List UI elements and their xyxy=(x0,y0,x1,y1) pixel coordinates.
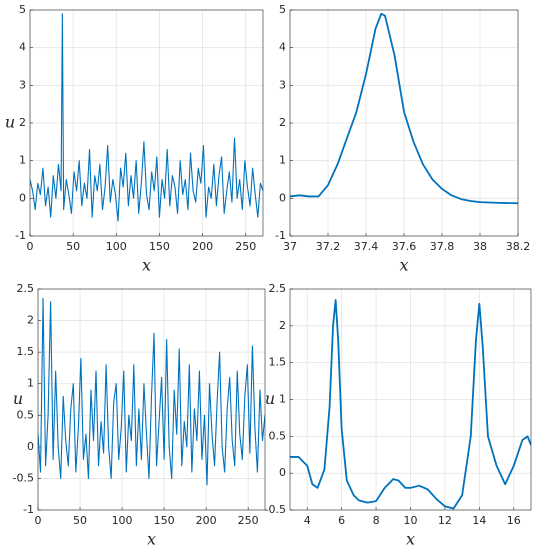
y-tick-label: 2 xyxy=(19,116,26,129)
y-axis-label: u xyxy=(265,389,275,408)
y-tick-label: 0 xyxy=(279,191,286,204)
y-tick-label: 2.5 xyxy=(269,282,287,295)
y-tick-label: 0 xyxy=(19,191,26,204)
y-tick-label: 1.5 xyxy=(17,345,35,358)
x-tick-label: 0 xyxy=(27,240,34,253)
x-tick-label: 38.2 xyxy=(506,240,531,253)
x-axis-label: x xyxy=(406,530,415,549)
x-tick-label: 200 xyxy=(196,514,217,527)
x-tick-label: 38 xyxy=(473,240,487,253)
axes-box xyxy=(289,288,532,511)
data-line xyxy=(290,12,518,205)
y-tick-label: 3 xyxy=(279,78,286,91)
x-tick-label: 150 xyxy=(154,514,175,527)
x-tick-label: 8 xyxy=(373,514,380,527)
x-tick-label: 250 xyxy=(238,514,259,527)
x-axis-label: x xyxy=(142,256,151,275)
y-tick-label: 0 xyxy=(27,440,34,453)
data-line xyxy=(30,13,263,222)
y-tick-label: 1.5 xyxy=(269,356,287,369)
y-tick-label: 2 xyxy=(279,116,286,129)
x-tick-label: 250 xyxy=(235,240,256,253)
y-tick-label: -1 xyxy=(275,229,286,242)
x-tick-label: 12 xyxy=(438,514,452,527)
y-axis-label: u xyxy=(13,389,23,408)
x-tick-label: 37.6 xyxy=(392,240,417,253)
x-tick-label: 10 xyxy=(404,514,418,527)
y-tick-label: 5 xyxy=(19,3,26,16)
axes-box xyxy=(289,9,519,237)
y-tick-label: 1 xyxy=(27,377,34,390)
y-tick-label: 2 xyxy=(27,314,34,327)
y-tick-label: 4 xyxy=(19,41,26,54)
axes-box xyxy=(29,9,264,237)
y-tick-label: 4 xyxy=(279,41,286,54)
y-tick-label: 0 xyxy=(279,466,286,479)
x-tick-label: 37.8 xyxy=(430,240,455,253)
x-tick-label: 0 xyxy=(35,514,42,527)
y-tick-label: 2.5 xyxy=(17,282,35,295)
x-tick-label: 150 xyxy=(149,240,170,253)
x-tick-label: 37 xyxy=(283,240,297,253)
y-tick-label: 0.5 xyxy=(17,408,35,421)
y-tick-label: -1 xyxy=(23,503,34,516)
y-tick-label: -1 xyxy=(15,229,26,242)
data-line xyxy=(290,299,531,510)
x-tick-label: 50 xyxy=(73,514,87,527)
y-tick-label: 1 xyxy=(279,393,286,406)
x-tick-label: 100 xyxy=(112,514,133,527)
y-tick-label: 1 xyxy=(19,154,26,167)
axes-box xyxy=(37,288,266,511)
x-tick-label: 37.4 xyxy=(354,240,379,253)
y-tick-label: -0.5 xyxy=(13,471,34,484)
y-tick-label: 5 xyxy=(279,3,286,16)
x-tick-label: 50 xyxy=(66,240,80,253)
y-tick-label: 0.5 xyxy=(269,429,287,442)
x-tick-label: 37.2 xyxy=(316,240,341,253)
y-tick-label: -0.5 xyxy=(265,503,286,516)
y-tick-label: 1 xyxy=(279,154,286,167)
x-tick-label: 14 xyxy=(472,514,486,527)
x-tick-label: 4 xyxy=(304,514,311,527)
y-tick-label: 2 xyxy=(279,319,286,332)
y-axis-label: u xyxy=(5,113,15,132)
y-tick-label: 3 xyxy=(19,78,26,91)
x-tick-label: 100 xyxy=(106,240,127,253)
x-axis-label: x xyxy=(399,256,408,275)
data-line xyxy=(38,297,265,486)
x-tick-label: 16 xyxy=(507,514,521,527)
x-tick-label: 200 xyxy=(192,240,213,253)
x-axis-label: x xyxy=(147,530,156,549)
x-tick-label: 6 xyxy=(338,514,345,527)
